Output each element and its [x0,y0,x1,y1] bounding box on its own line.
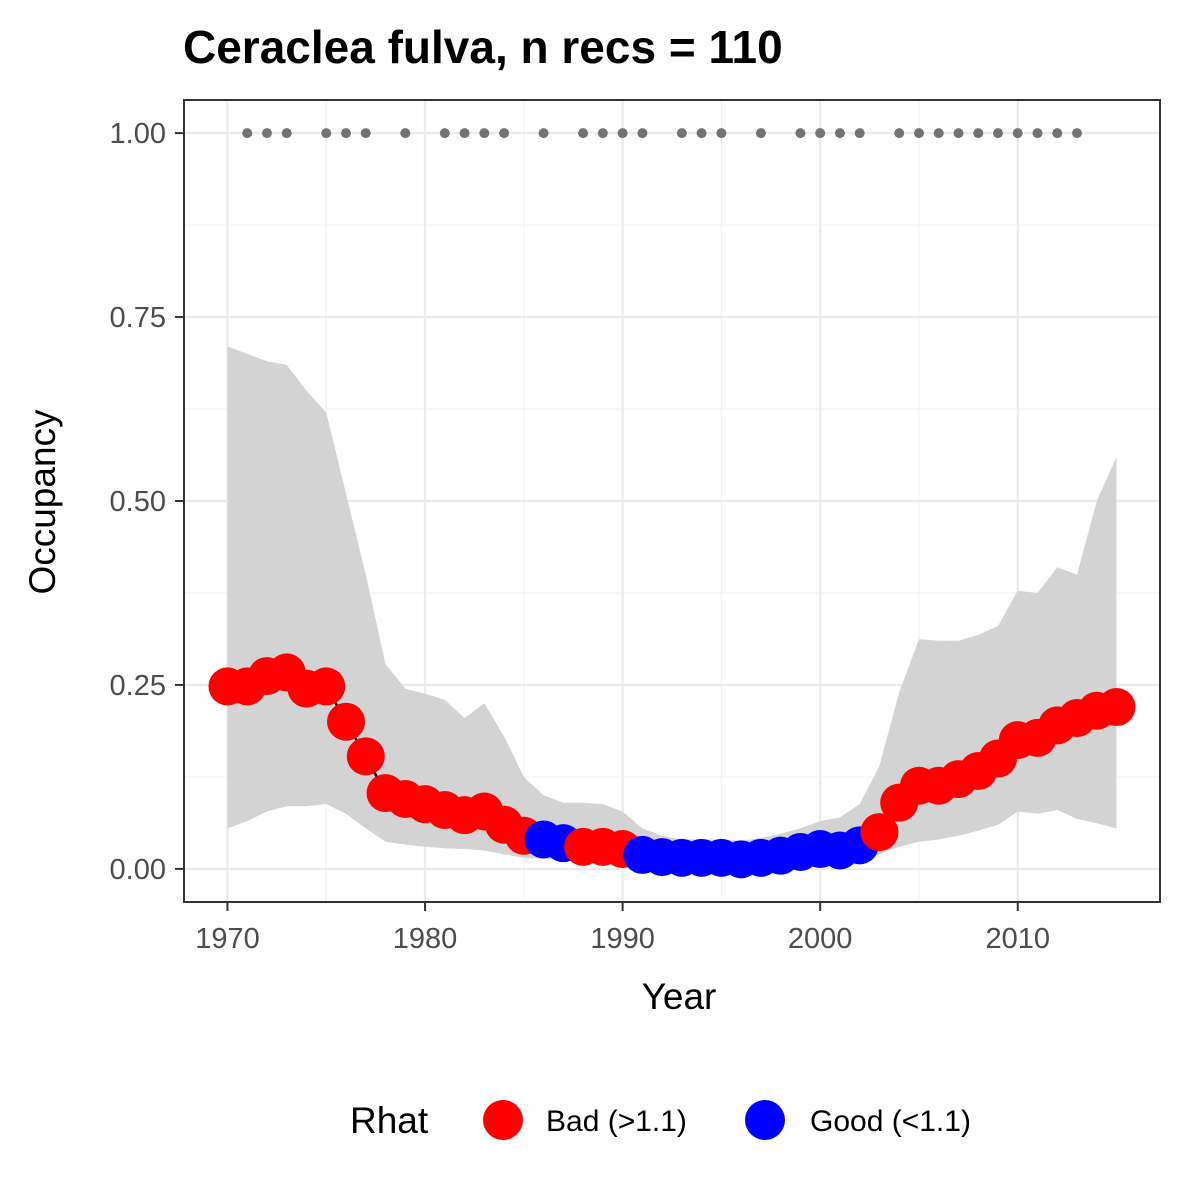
occupancy-point [1097,688,1136,727]
legend-title: Rhat [350,1100,429,1141]
record-dot [854,128,865,139]
record-dot [973,128,984,139]
legend-label-bad: Bad (>1.1) [546,1105,687,1138]
record-dot [696,128,707,139]
credible-interval-ribbon [227,346,1117,866]
y-axis: 0.00 0.25 0.50 0.75 1.00 [110,118,184,886]
record-dot [1072,128,1083,139]
y-tick-label: 1.00 [110,118,166,150]
chart-title: Ceraclea fulva, n recs = 110 [183,21,783,73]
record-dot [676,128,687,139]
record-dot [716,128,727,139]
x-tick-label: 1990 [590,923,655,955]
record-dot [992,128,1003,139]
record-dot [913,128,924,139]
record-dot [479,128,490,139]
record-dot [499,128,510,139]
record-dot [795,128,806,139]
record-dot [1012,128,1023,139]
record-dot [341,128,352,139]
occupancy-points [208,653,1136,879]
y-axis-title: Occupancy [22,409,63,595]
record-dot [281,128,292,139]
record-dot [261,128,272,139]
record-dots [242,128,1083,139]
legend-swatch-good [745,1100,785,1140]
record-dot [538,128,549,139]
record-dot [834,128,845,139]
legend-swatch-bad [483,1100,523,1140]
record-dot [439,128,450,139]
record-dot [637,128,648,139]
record-dot [1052,128,1063,139]
y-tick-label: 0.25 [110,670,166,702]
occupancy-point [307,667,346,706]
plot-panel [183,99,1161,903]
x-axis: 1970 1980 1990 2000 2010 [195,902,1050,955]
occupancy-point [327,702,366,741]
y-tick-label: 0.75 [110,302,166,334]
x-tick-label: 1980 [393,923,458,955]
x-tick-label: 1970 [195,923,260,955]
x-tick-label: 2000 [788,923,853,955]
y-tick-label: 0.50 [110,486,166,518]
record-dot [242,128,253,139]
record-dot [321,128,332,139]
occupancy-point [860,813,899,852]
x-tick-label: 2010 [985,923,1050,955]
record-dot [400,128,411,139]
x-axis-title: Year [642,976,717,1017]
record-dot [459,128,470,139]
record-dot [617,128,628,139]
legend: Rhat Bad (>1.1) Good (<1.1) [350,1100,971,1141]
record-dot [1032,128,1043,139]
record-dot [597,128,608,139]
y-tick-label: 0.00 [110,854,166,886]
record-dot [755,128,766,139]
legend-label-good: Good (<1.1) [810,1105,971,1138]
record-dot [815,128,826,139]
record-dot [360,128,371,139]
record-dot [578,128,589,139]
record-dot [953,128,964,139]
occupancy-point [346,737,385,776]
record-dot [894,128,905,139]
record-dot [933,128,944,139]
